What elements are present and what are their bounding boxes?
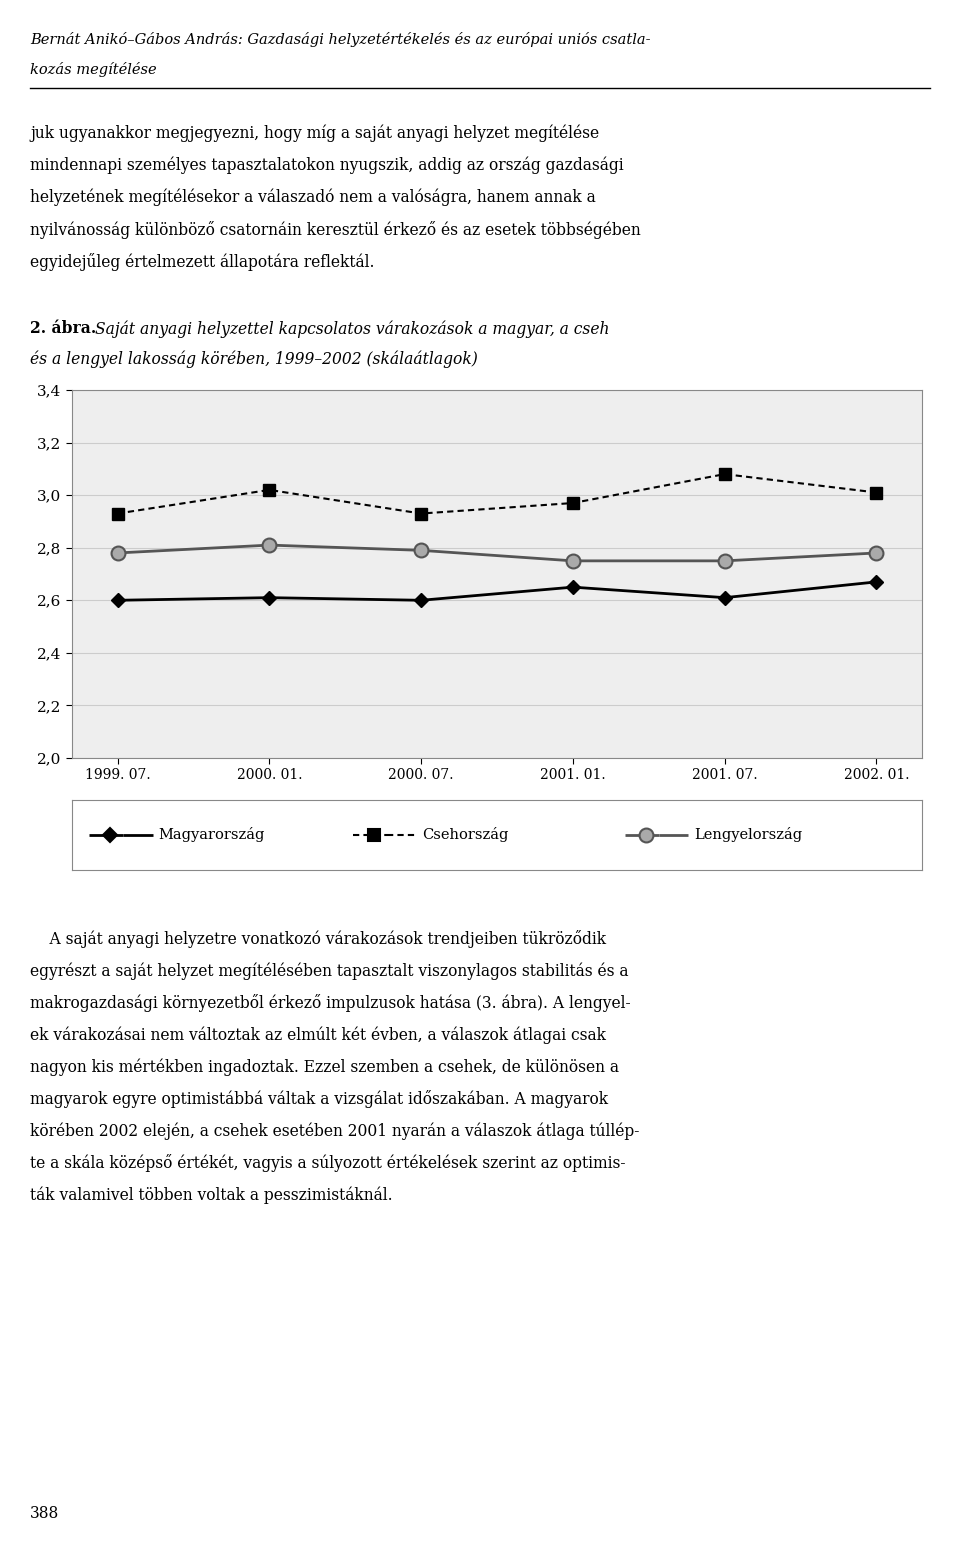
Text: ták valamivel többen voltak a pesszimistáknál.: ták valamivel többen voltak a pesszimist… (30, 1186, 393, 1203)
Magyarország (264, 589, 276, 608)
Csehország (719, 465, 731, 484)
Text: körében 2002 elején, a csehek esetében 2001 nyarán a válaszok átlaga túllép-: körében 2002 elején, a csehek esetében 2… (30, 1122, 639, 1139)
Line: Lengyelország: Lengyelország (110, 538, 883, 567)
Line: Magyarország: Magyarország (112, 577, 881, 604)
Magyarország (871, 572, 882, 591)
Text: mindennapi személyes tapasztalatokon nyugszik, addig az ország gazdasági: mindennapi személyes tapasztalatokon nyu… (30, 157, 624, 175)
Text: helyzetének megítélésekor a válaszadó nem a valóságra, hanem annak a: helyzetének megítélésekor a válaszadó ne… (30, 189, 596, 206)
Text: és a lengyel lakosság körében, 1999–2002 (skálaátlagok): és a lengyel lakosság körében, 1999–2002… (30, 350, 478, 367)
Lengyelország (416, 541, 427, 560)
Text: 388: 388 (30, 1505, 60, 1522)
Lengyelország (567, 552, 579, 570)
Lengyelország (264, 536, 276, 555)
Lengyelország (719, 552, 731, 570)
Text: egyrészt a saját helyzet megítélésében tapasztalt viszonylagos stabilitás és a: egyrészt a saját helyzet megítélésében t… (30, 963, 629, 980)
Text: nyilvánosság különböző csatornáin keresztül érkező és az esetek többségében: nyilvánosság különböző csatornáin keresz… (30, 222, 640, 239)
Magyarország (567, 578, 579, 597)
Magyarország (719, 589, 731, 608)
Lengyelország (871, 544, 882, 563)
Csehország (111, 504, 123, 522)
Text: egyidejűleg értelmezett állapotára reflektál.: egyidejűleg értelmezett állapotára refle… (30, 253, 374, 271)
Text: nagyon kis mértékben ingadoztak. Ezzel szemben a csehek, de különösen a: nagyon kis mértékben ingadoztak. Ezzel s… (30, 1059, 619, 1076)
Text: Bernát Anikó–Gábos András: Gazdasági helyzetértékelés és az európai uniós csatla: Bernát Anikó–Gábos András: Gazdasági hel… (30, 33, 651, 46)
Text: juk ugyanakkor megjegyezni, hogy míg a saját anyagi helyzet megítélése: juk ugyanakkor megjegyezni, hogy míg a s… (30, 126, 599, 143)
Csehország (416, 504, 427, 522)
Text: Csehország: Csehország (422, 828, 509, 843)
Text: 2. ábra.: 2. ábra. (30, 319, 102, 336)
Text: ek várakozásai nem változtak az elmúlt két évben, a válaszok átlagai csak: ek várakozásai nem változtak az elmúlt k… (30, 1026, 606, 1043)
Text: kozás megítélése: kozás megítélése (30, 62, 156, 78)
Csehország (567, 494, 579, 513)
Text: makrogazdasági környezetből érkező impulzusok hatása (3. ábra). A lengyel-: makrogazdasági környezetből érkező impul… (30, 994, 631, 1012)
Text: A saját anyagi helyzetre vonatkozó várakozások trendjeiben tükröződik: A saját anyagi helyzetre vonatkozó várak… (30, 930, 606, 949)
Magyarország (416, 591, 427, 609)
Text: Lengyelország: Lengyelország (694, 828, 803, 843)
Magyarország (111, 591, 123, 609)
Text: Saját anyagi helyzettel kapcsolatos várakozások a magyar, a cseh: Saját anyagi helyzettel kapcsolatos vára… (95, 319, 610, 338)
Text: magyarok egyre optimistábbá váltak a vizsgálat időszakában. A magyarok: magyarok egyre optimistábbá váltak a viz… (30, 1090, 608, 1108)
Text: te a skála középső értékét, vagyis a súlyozott értékelések szerint az optimis-: te a skála középső értékét, vagyis a súl… (30, 1155, 626, 1172)
Line: Csehország: Csehország (112, 468, 882, 519)
Lengyelország (111, 544, 123, 563)
Csehország (871, 484, 882, 502)
Text: Magyarország: Magyarország (158, 828, 265, 843)
Csehország (264, 480, 276, 499)
